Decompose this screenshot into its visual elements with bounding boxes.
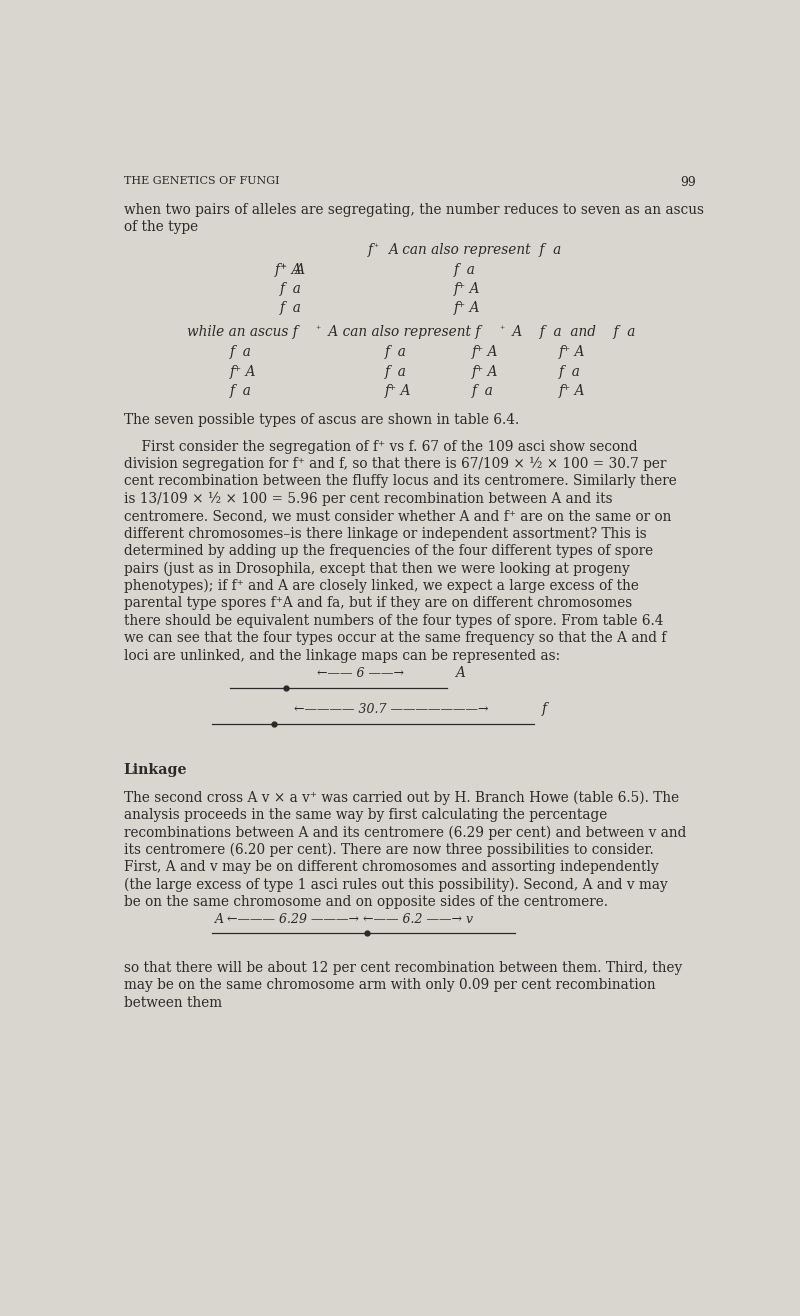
Text: First consider the segregation of f⁺ vs f. 67 of the 109 asci show second: First consider the segregation of f⁺ vs … — [123, 440, 637, 454]
Text: recombinations between A and its centromere (6.29 per cent) and between v and: recombinations between A and its centrom… — [123, 825, 686, 840]
Text: A: A — [291, 263, 306, 276]
Text: cent recombination between the fluffy locus and its centromere. Similarly there: cent recombination between the fluffy lo… — [123, 474, 676, 488]
Text: so that there will be about 12 per cent recombination between them. Third, they: so that there will be about 12 per cent … — [123, 961, 682, 975]
Text: parental type spores f⁺A and fa, but if they are on different chromosomes: parental type spores f⁺A and fa, but if … — [123, 596, 632, 611]
Text: f  a: f a — [280, 282, 302, 296]
Text: determined by adding up the frequencies of the four different types of spore: determined by adding up the frequencies … — [123, 544, 653, 558]
Text: ⁺ A: ⁺ A — [280, 263, 302, 276]
Text: f⁺ A: f⁺ A — [558, 345, 586, 359]
Text: loci are unlinked, and the linkage maps can be represented as:: loci are unlinked, and the linkage maps … — [123, 649, 560, 663]
Text: The seven possible types of ascus are shown in table 6.4.: The seven possible types of ascus are sh… — [123, 413, 519, 428]
Text: A: A — [454, 666, 465, 680]
Text: f⁺ A: f⁺ A — [386, 384, 412, 397]
Text: f  a: f a — [280, 301, 302, 315]
Text: ←———— 30.7 ———————→: ←———— 30.7 ———————→ — [294, 703, 489, 716]
Text: f  a: f a — [454, 263, 475, 276]
Text: its centromere (6.20 per cent). There are now three possibilities to consider.: its centromere (6.20 per cent). There ar… — [123, 842, 654, 857]
Text: f⁺ A: f⁺ A — [472, 365, 498, 379]
Text: f  a: f a — [472, 384, 494, 397]
Text: f  a: f a — [230, 345, 252, 359]
Text: The second cross A v × a v⁺ was carried out by H. Branch Howe (table 6.5). The: The second cross A v × a v⁺ was carried … — [123, 791, 678, 805]
Text: First, A and v may be on different chromosomes and assorting independently: First, A and v may be on different chrom… — [123, 861, 658, 874]
Text: f  a: f a — [386, 365, 407, 379]
Text: f⁺ A: f⁺ A — [230, 365, 257, 379]
Text: while an ascus f: while an ascus f — [187, 325, 298, 340]
Text: pairs (just as in Drosophila, except that then we were looking at progeny: pairs (just as in Drosophila, except tha… — [123, 562, 630, 576]
Text: THE GENETICS OF FUNGI: THE GENETICS OF FUNGI — [123, 176, 279, 186]
Text: of the type: of the type — [123, 220, 198, 234]
Text: when two pairs of alleles are segregating, the number reduces to seven as an asc: when two pairs of alleles are segregatin… — [123, 203, 703, 217]
Text: between them: between them — [123, 996, 222, 1009]
Text: (the large excess of type 1 asci rules out this possibility). Second, A and v ma: (the large excess of type 1 asci rules o… — [123, 878, 667, 892]
Text: f: f — [542, 701, 546, 716]
Text: phenotypes); if f⁺ and A are closely linked, we expect a large excess of the: phenotypes); if f⁺ and A are closely lin… — [123, 579, 638, 594]
Text: different chromosomes–is there linkage or independent assortment? This is: different chromosomes–is there linkage o… — [123, 526, 646, 541]
Text: we can see that the four types occur at the same frequency so that the A and f: we can see that the four types occur at … — [123, 632, 666, 645]
Text: 99: 99 — [681, 176, 697, 190]
Text: A can also represent f: A can also represent f — [325, 325, 481, 340]
Text: f: f — [275, 263, 280, 276]
Text: ⁺: ⁺ — [280, 263, 285, 271]
Text: ⁺: ⁺ — [316, 325, 321, 334]
Text: f⁺ A: f⁺ A — [454, 282, 480, 296]
Text: f: f — [368, 242, 373, 257]
Text: ←—— 6 ——→: ←—— 6 ——→ — [317, 667, 404, 680]
Text: be on the same chromosome and on opposite sides of the centromere.: be on the same chromosome and on opposit… — [123, 895, 607, 909]
Text: f⁺ A: f⁺ A — [454, 301, 480, 315]
Text: A can also represent  f  a: A can also represent f a — [388, 242, 562, 257]
Text: is 13/109 × ½ × 100 = 5.96 per cent recombination between A and its: is 13/109 × ½ × 100 = 5.96 per cent reco… — [123, 492, 612, 507]
Text: A ←——— 6.29 ———→ ←—— 6.2 ——→ v: A ←——— 6.29 ———→ ←—— 6.2 ——→ v — [214, 913, 474, 926]
Text: f⁺ A: f⁺ A — [558, 384, 586, 397]
Text: f  a: f a — [558, 365, 581, 379]
Text: Linkage: Linkage — [123, 762, 187, 776]
Text: ⁺: ⁺ — [373, 242, 378, 251]
Text: f⁺ A: f⁺ A — [472, 345, 498, 359]
Text: centromere. Second, we must consider whether A and f⁺ are on the same or on: centromere. Second, we must consider whe… — [123, 509, 671, 524]
Text: analysis proceeds in the same way by first calculating the percentage: analysis proceeds in the same way by fir… — [123, 808, 607, 821]
Text: ⁺: ⁺ — [499, 325, 505, 334]
Text: may be on the same chromosome arm with only 0.09 per cent recombination: may be on the same chromosome arm with o… — [123, 979, 655, 992]
Text: A    f  a  and    f  a: A f a and f a — [508, 325, 635, 340]
Text: f  a: f a — [386, 345, 407, 359]
Text: division segregation for f⁺ and f, so that there is 67/109 × ½ × 100 = 30.7 per: division segregation for f⁺ and f, so th… — [123, 457, 666, 471]
Text: f  a: f a — [230, 384, 252, 397]
Text: there should be equivalent numbers of the four types of spore. From table 6.4: there should be equivalent numbers of th… — [123, 613, 663, 628]
